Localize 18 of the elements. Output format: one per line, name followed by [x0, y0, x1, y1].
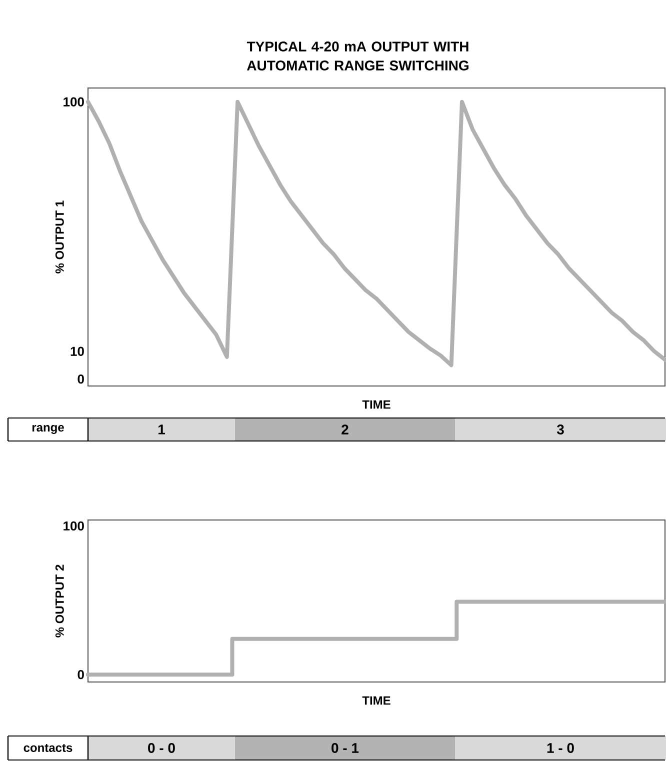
y-tick-label: 0: [78, 374, 84, 384]
y-tick-label: 0: [78, 670, 84, 680]
y-tick-label: 100: [64, 97, 84, 106]
text: 0 - 0: [148, 743, 175, 753]
y-tick-label: 100: [64, 521, 84, 531]
text: range: [32, 424, 64, 434]
text: 1: [158, 424, 166, 434]
text: contacts: [24, 744, 72, 752]
x-axis-title: TIME: [362, 696, 390, 705]
y-axis-title: % OUTPUT 2: [55, 564, 64, 638]
text: 1 - 0: [547, 743, 574, 753]
x-axis-title: TIME: [362, 400, 390, 409]
y-tick-label: 10: [70, 346, 84, 356]
chart-title: TYPICAL 4-20 mA OUTPUT WITH AUTOMATIC RANGE SWITCHING: [246, 42, 468, 70]
y-axis-title: % OUTPUT 1: [55, 200, 64, 274]
text: 3: [556, 424, 564, 434]
text: 0 - 1: [332, 743, 359, 753]
text: 2: [342, 424, 348, 434]
